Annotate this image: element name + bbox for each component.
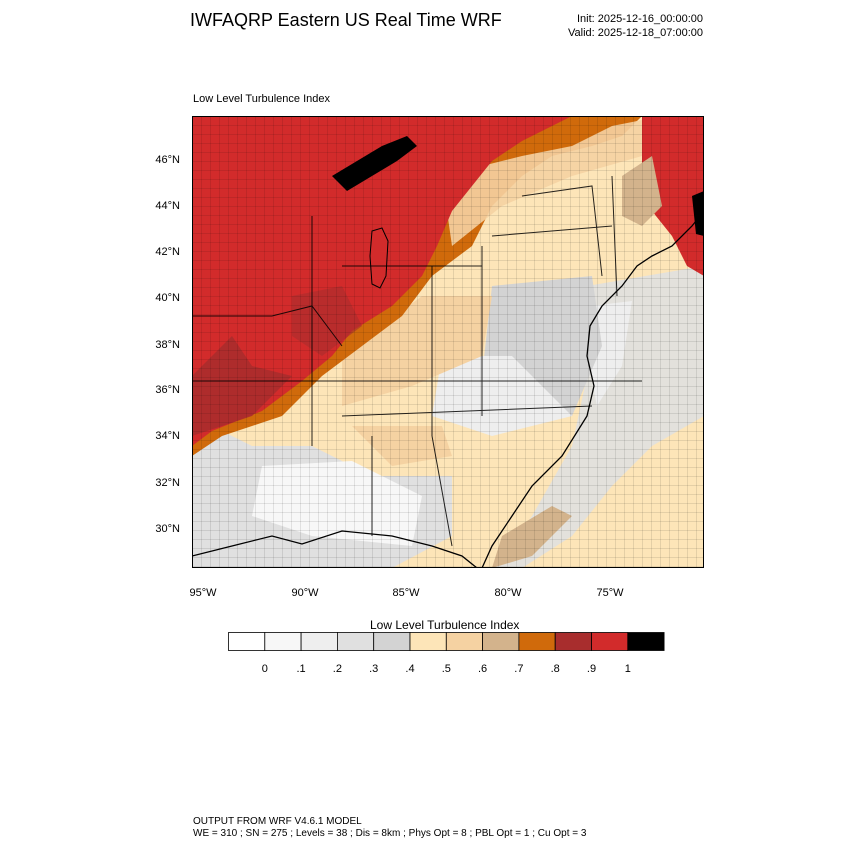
lat-label-30: 30°N <box>155 523 180 535</box>
legend-swatch <box>518 632 556 651</box>
legend-swatch <box>264 632 302 651</box>
legend-title: Low Level Turbulence Index <box>370 618 520 632</box>
legend-swatch <box>228 632 266 651</box>
legend-swatch <box>373 632 411 651</box>
color-legend <box>228 632 665 651</box>
lat-label-42: 42°N <box>155 246 180 258</box>
legend-label: .5 <box>441 663 451 675</box>
legend-swatch <box>627 632 665 651</box>
lat-label-34: 34°N <box>155 430 180 442</box>
lat-label-38: 38°N <box>155 339 180 351</box>
lat-label-32: 32°N <box>155 477 180 489</box>
legend-label: 0 <box>261 663 268 675</box>
lon-label-75: 75°W <box>596 587 624 599</box>
lon-label-95: 95°W <box>189 587 217 599</box>
lon-label-90: 90°W <box>291 587 319 599</box>
lat-label-40: 40°N <box>155 292 180 304</box>
legend-swatch <box>591 632 629 651</box>
legend-label: .2 <box>332 663 342 675</box>
model-footer: OUTPUT FROM WRF V4.6.1 MODEL WE = 310 ; … <box>193 816 586 840</box>
lon-label-80: 80°W <box>494 587 522 599</box>
lat-label-46: 46°N <box>155 154 180 166</box>
page-title: IWFAQRP Eastern US Real Time WRF <box>190 10 502 30</box>
legend-swatch <box>300 632 338 651</box>
legend-swatch <box>482 632 520 651</box>
legend-label: .6 <box>478 663 488 675</box>
legend-label: .1 <box>296 663 306 675</box>
legend-label: 1 <box>624 663 631 675</box>
coastline <box>192 210 704 568</box>
legend-label: .8 <box>550 663 560 675</box>
legend-label: .9 <box>586 663 597 675</box>
legend-label: .7 <box>514 663 524 675</box>
legend-swatch <box>445 632 484 651</box>
turbulence-map <box>192 116 704 568</box>
legend-swatch <box>337 632 375 651</box>
footer-line-1: OUTPUT FROM WRF V4.6.1 MODEL <box>193 816 362 827</box>
legend-swatch <box>409 632 447 651</box>
legend-label: .3 <box>369 663 379 675</box>
legend-swatch <box>554 632 592 651</box>
legend-label: .4 <box>405 663 415 675</box>
lat-label-36: 36°N <box>155 384 180 396</box>
plot-title: Low Level Turbulence Index <box>193 93 330 105</box>
lon-label-85: 85°W <box>392 587 420 599</box>
footer-line-2: WE = 310 ; SN = 275 ; Levels = 38 ; Dis … <box>193 828 587 839</box>
lake-michigan <box>369 227 389 289</box>
valid-time: Valid: 2025-12-18_07:00:00 <box>568 27 703 39</box>
lat-label-44: 44°N <box>155 200 180 212</box>
init-time: Init: 2025-12-16_00:00:00 <box>577 13 703 25</box>
